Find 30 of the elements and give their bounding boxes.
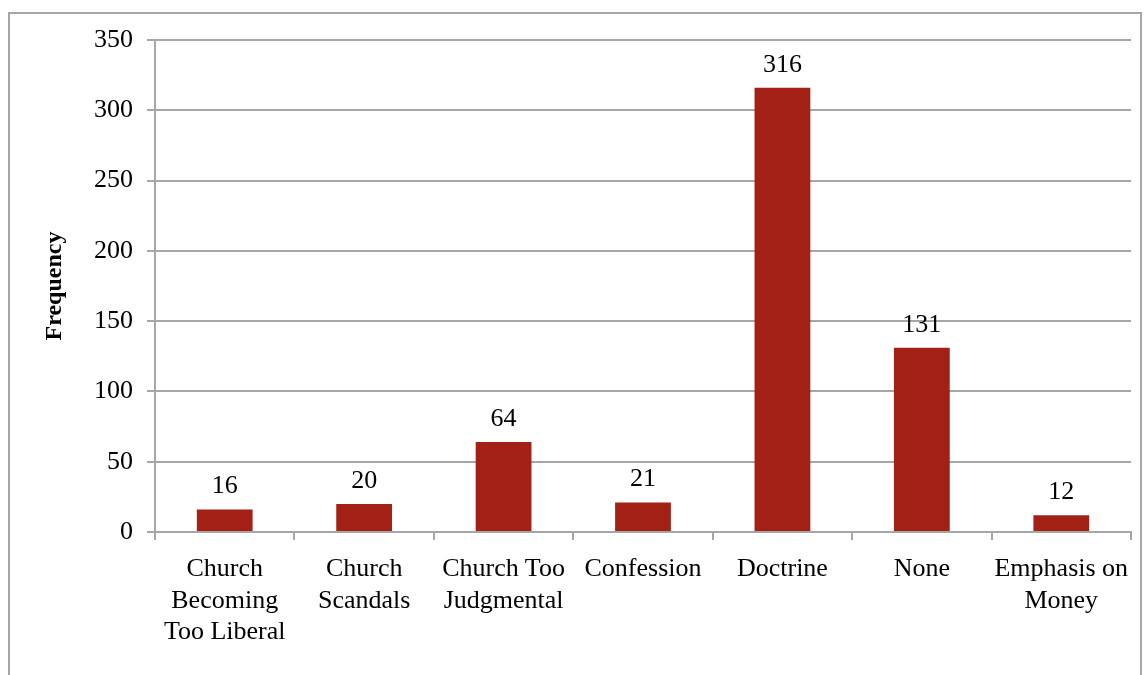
x-tick-label: None (893, 553, 951, 583)
bar (615, 502, 671, 531)
y-tick-label: 350 (94, 23, 133, 53)
data-label: 131 (902, 308, 942, 338)
y-tick-label: 0 (120, 515, 133, 545)
bar (475, 442, 532, 531)
x-tick-label: Church Too Judgmental (442, 553, 565, 614)
data-label: 12 (1048, 475, 1075, 505)
bar (754, 87, 811, 531)
data-label: 316 (762, 48, 802, 78)
y-tick-label: 200 (94, 234, 133, 264)
y-tick-label: 100 (94, 375, 133, 405)
bar (893, 347, 950, 531)
data-label: 20 (351, 464, 378, 494)
data-label: 21 (630, 463, 656, 493)
x-tick-label: Church Becoming Too Liberal (163, 553, 286, 645)
x-tick-label: Emphasis on Money (994, 553, 1129, 614)
x-tick-label: Confession (584, 553, 702, 583)
x-tick-label: Church Scandals (317, 553, 411, 614)
bar (1033, 515, 1090, 531)
bar (336, 503, 393, 531)
x-tick-label: Doctrine (736, 553, 828, 583)
y-tick-label: 50 (107, 445, 133, 475)
y-tick-label: 150 (94, 304, 133, 334)
y-axis-title: Frequency (39, 231, 66, 341)
data-label: 64 (490, 402, 517, 432)
y-tick-label: 300 (94, 94, 133, 124)
bar (196, 509, 253, 531)
y-tick-label: 250 (94, 164, 133, 194)
data-label: 16 (211, 470, 238, 500)
